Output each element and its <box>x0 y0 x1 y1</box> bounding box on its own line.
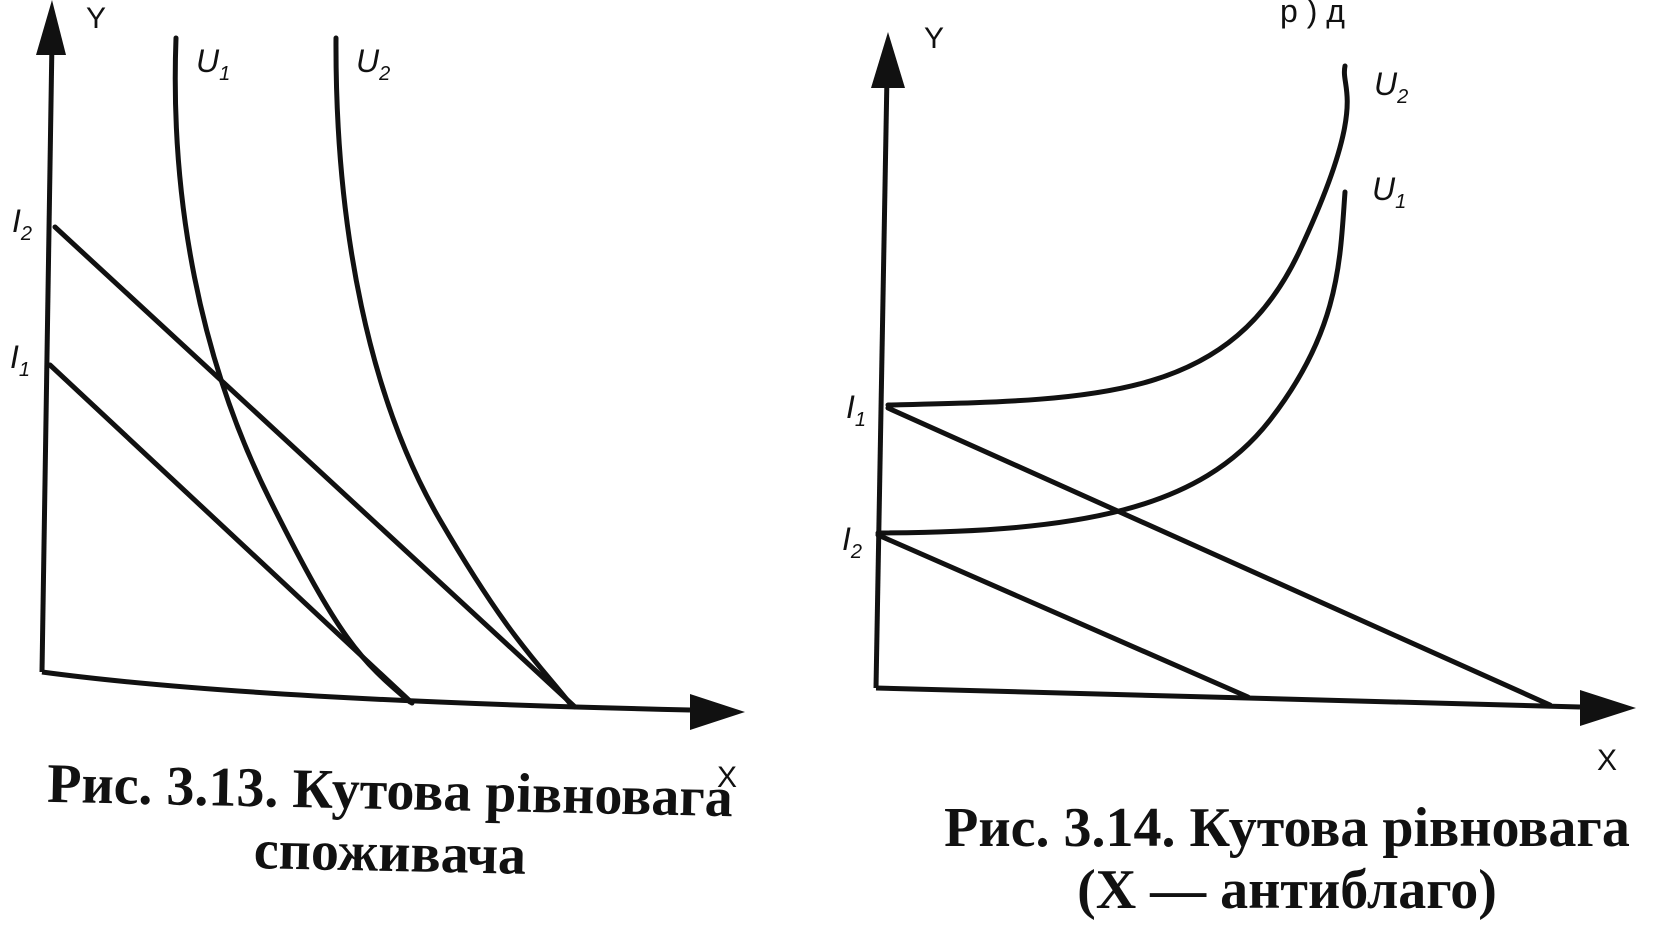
indifference-curve-u1 <box>875 189 1348 536</box>
indifference-curve-u2 <box>885 63 1350 408</box>
budget-label-i2: I2 <box>12 203 32 245</box>
curve-letter: U <box>1372 171 1396 207</box>
curve-sub: 2 <box>1396 86 1408 108</box>
caption-fig-3-14: Рис. 3.14. Кутова рівновага (X — антибла… <box>900 797 1674 921</box>
curve-label-u1: U1 <box>1372 171 1406 213</box>
y-axis-label: Y <box>86 2 106 35</box>
x-axis <box>875 685 1581 710</box>
x-axis-label: X <box>717 761 737 794</box>
caption-line-2: (X — антиблаго) <box>1077 859 1497 921</box>
budget-label-i1: I1 <box>10 339 30 381</box>
budget-line-i1 <box>885 405 1553 708</box>
figure-3-14: Y X U2 U1 I1 I2 <box>842 22 1636 777</box>
y-axis <box>873 74 890 689</box>
y-axis-arrow-icon <box>36 0 66 55</box>
curve-label-u2: U2 <box>356 43 390 85</box>
budget-line-i1 <box>47 362 415 706</box>
curve-label-u2: U2 <box>1374 66 1408 108</box>
y-axis-arrow-icon <box>871 32 905 88</box>
budget-letter: I <box>842 521 851 557</box>
indifference-curve-u2 <box>333 35 575 709</box>
y-axis <box>39 39 55 673</box>
curve-letter: U <box>196 43 220 79</box>
x-axis-label: X <box>1597 744 1617 777</box>
budget-label-i1: I1 <box>846 389 866 431</box>
y-axis-label: Y <box>924 22 944 55</box>
budget-sub: 2 <box>20 223 32 245</box>
curve-letter: U <box>356 43 380 79</box>
budget-label-i2: I2 <box>842 521 862 563</box>
caption-line-1: Рис. 3.14. Кутова рівновага <box>944 797 1630 859</box>
budget-letter: I <box>10 339 19 375</box>
budget-letter: I <box>846 389 855 425</box>
top-partial-text: р ) д <box>1280 0 1345 29</box>
x-axis-arrow-icon <box>1580 690 1636 726</box>
figure-3-13: Y X U1 U2 I2 I1 <box>10 0 745 794</box>
curve-letter: U <box>1374 66 1398 102</box>
budget-sub: 2 <box>850 541 862 563</box>
budget-sub: 1 <box>855 409 866 431</box>
budget-line-i2 <box>875 532 1251 700</box>
x-axis-arrow-icon <box>690 694 745 730</box>
budget-line-i2 <box>52 224 578 710</box>
budget-letter: I <box>12 203 21 239</box>
curve-sub: 1 <box>219 63 230 85</box>
curve-sub: 2 <box>378 63 390 85</box>
caption-fig-3-13: Рис. 3.13. Кутова рівновага споживача <box>0 753 780 887</box>
curve-label-u1: U1 <box>196 43 230 85</box>
budget-sub: 1 <box>19 359 30 381</box>
curve-sub: 1 <box>1395 191 1406 213</box>
x-axis <box>41 669 691 713</box>
